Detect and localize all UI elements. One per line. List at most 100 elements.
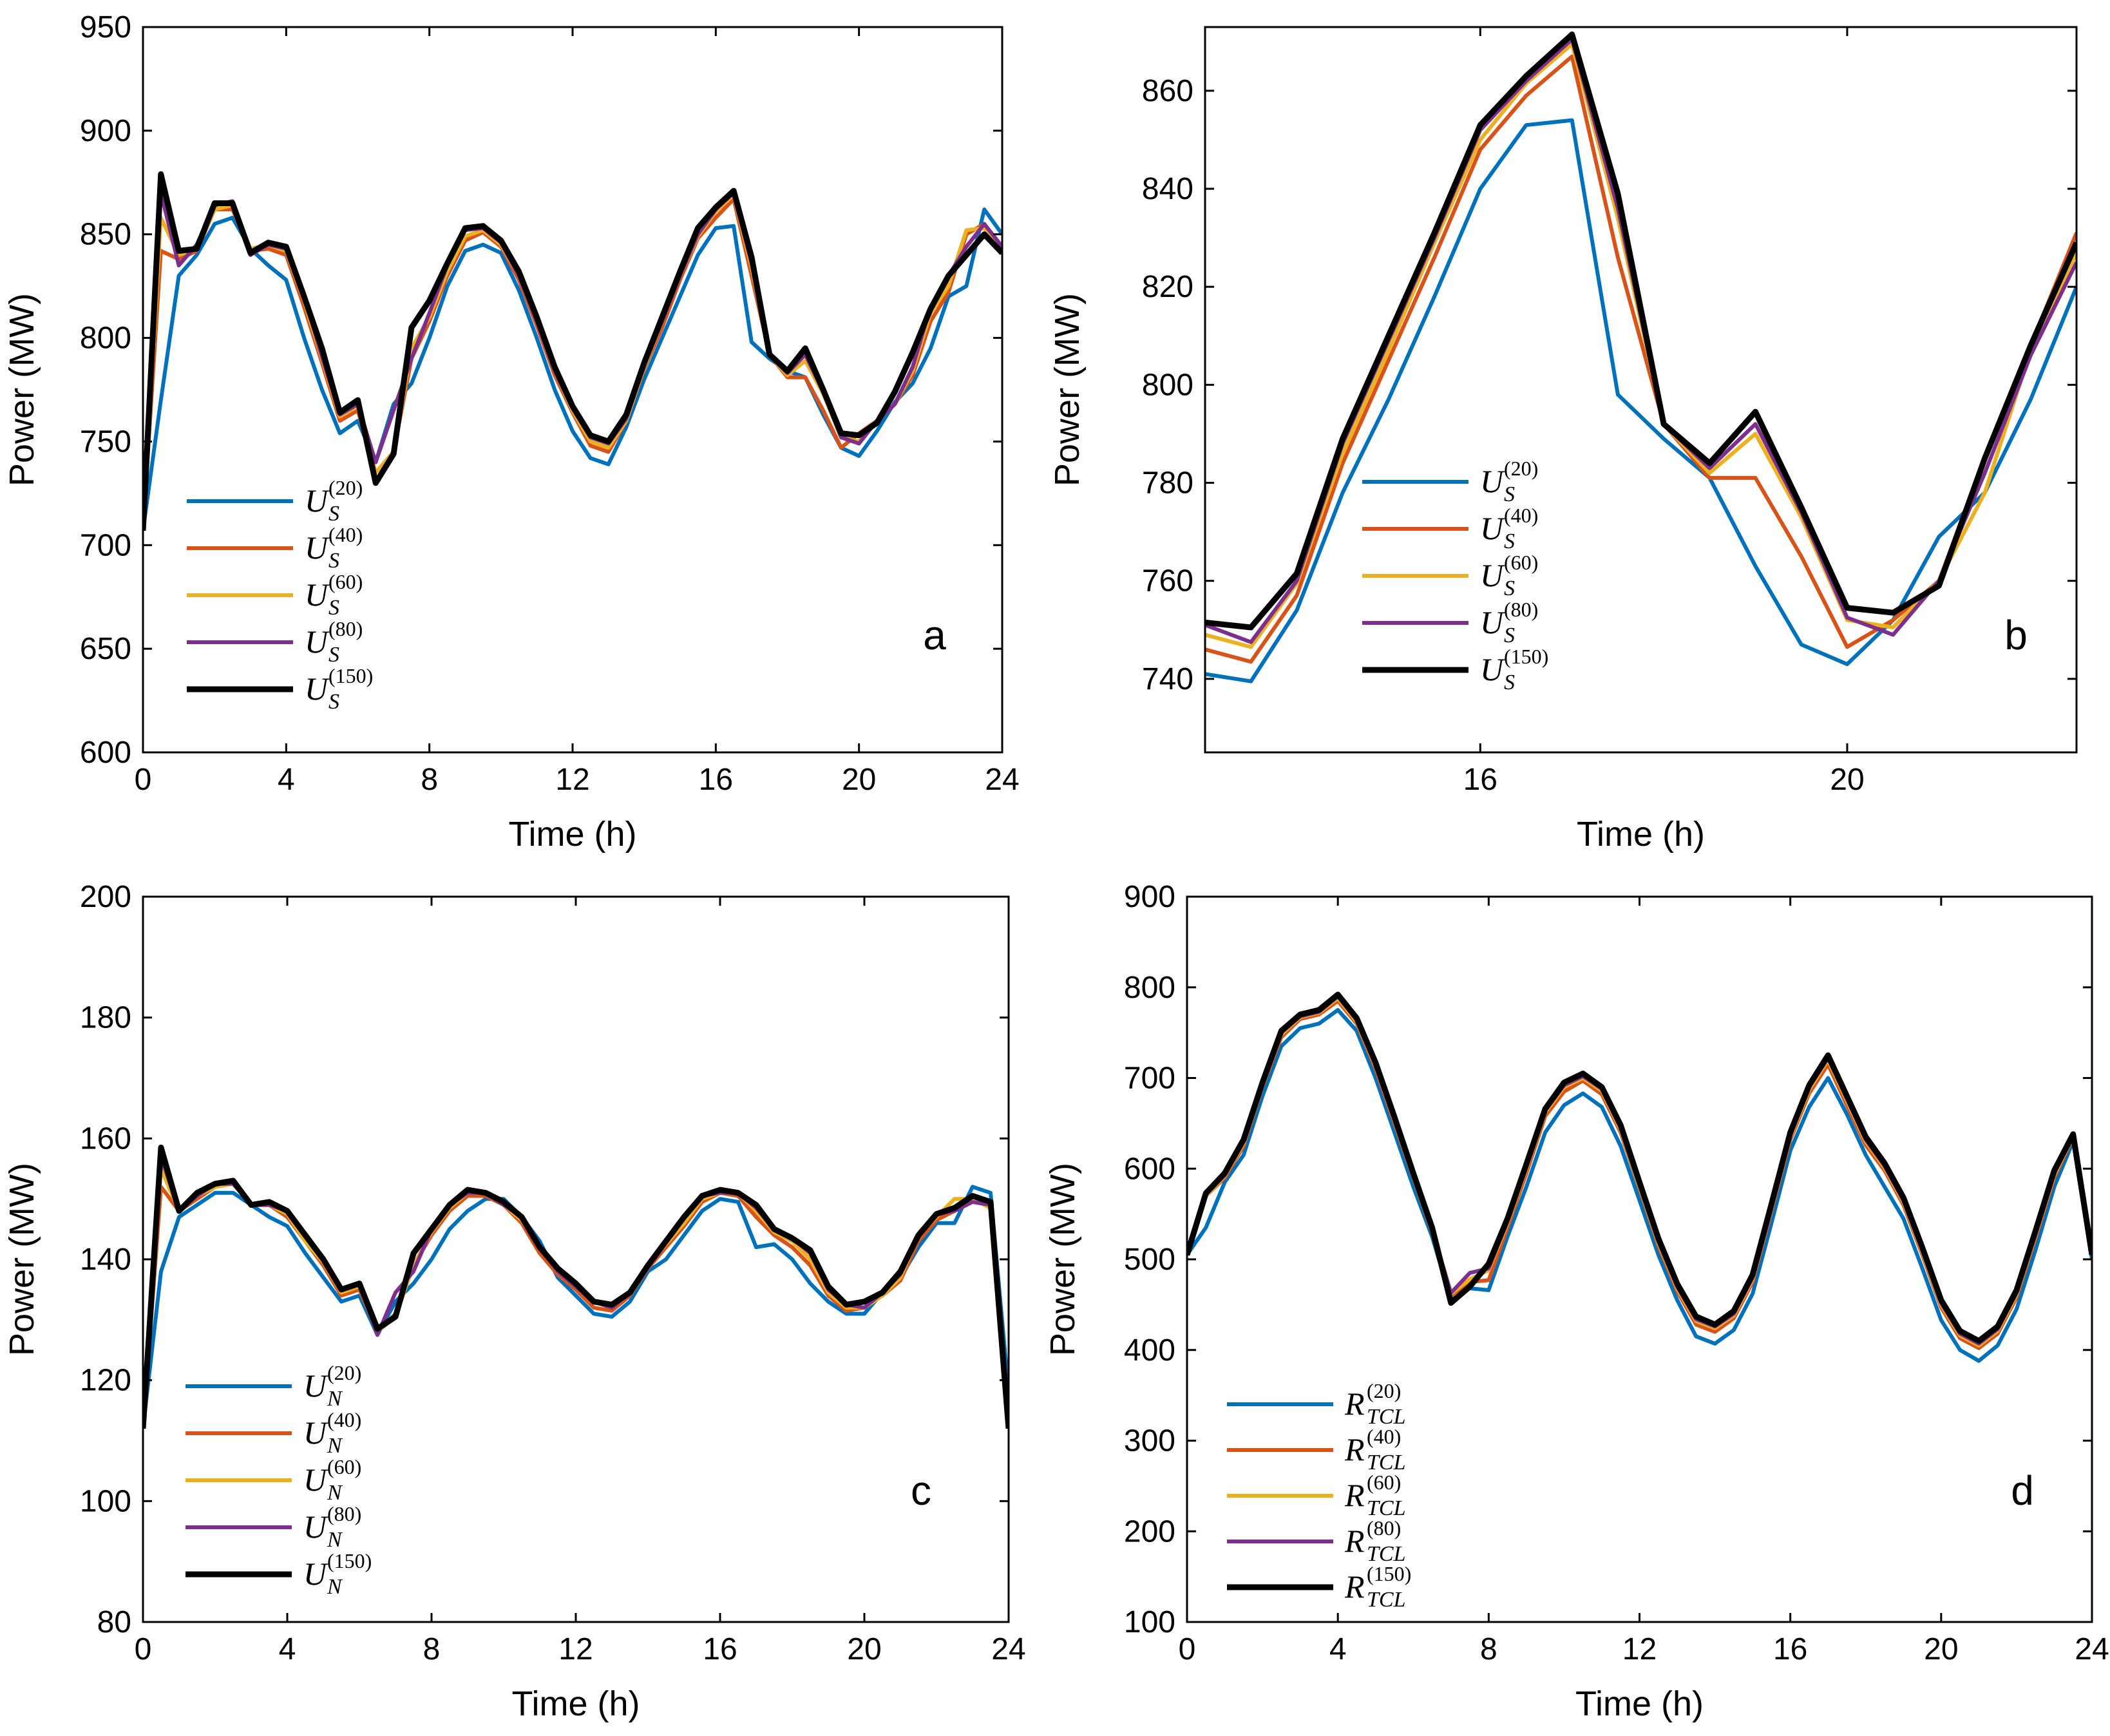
y-axis-label: Power (MW) bbox=[3, 1163, 41, 1356]
legend-symbol: U bbox=[305, 671, 330, 707]
y-tick-label: 900 bbox=[80, 114, 131, 148]
legend-superscript: (20) bbox=[328, 476, 363, 499]
legend-subscript: TCL bbox=[1367, 1588, 1406, 1612]
legend-superscript: (60) bbox=[328, 570, 363, 593]
x-axis-label: Time (h) bbox=[1575, 1684, 1704, 1723]
y-tick-label: 850 bbox=[80, 218, 131, 252]
legend-superscript: (40) bbox=[328, 523, 363, 546]
series-line-5 bbox=[143, 171, 1002, 531]
legend-superscript: (150) bbox=[328, 664, 373, 687]
y-tick-label: 80 bbox=[97, 1605, 131, 1639]
y-tick-label: 750 bbox=[80, 424, 131, 459]
legend-symbol: U bbox=[1480, 651, 1505, 687]
legend-subscript: S bbox=[328, 643, 339, 667]
legend-superscript: (60) bbox=[327, 1455, 361, 1478]
y-axis-label: Power (MW) bbox=[1048, 293, 1087, 486]
x-tick-label: 12 bbox=[558, 1632, 593, 1666]
legend: US(20)US(40)US(60)US(80)US(150) bbox=[1362, 457, 1548, 694]
axes-box bbox=[142, 895, 1010, 1623]
legend-subscript: TCL bbox=[1367, 1451, 1406, 1474]
x-tick-label: 0 bbox=[1179, 1632, 1196, 1666]
legend-symbol: U bbox=[303, 1509, 328, 1545]
legend-superscript: (20) bbox=[1367, 1379, 1401, 1402]
legend-symbol: U bbox=[303, 1415, 328, 1451]
x-tick-label: 0 bbox=[135, 763, 152, 797]
legend-entry-5: UN (150) bbox=[303, 1549, 372, 1599]
x-tick-label: 4 bbox=[278, 763, 295, 797]
y-tick-label: 200 bbox=[1124, 1514, 1175, 1549]
series-line-1 bbox=[1187, 1007, 2092, 1363]
legend-subscript: TCL bbox=[1367, 1405, 1406, 1429]
x-tick-label: 16 bbox=[1463, 763, 1497, 797]
legend-subscript: N bbox=[327, 1528, 343, 1552]
legend-symbol: U bbox=[1480, 604, 1505, 640]
panel-label: d bbox=[2011, 1467, 2034, 1514]
legend-subscript: S bbox=[328, 502, 339, 526]
legend-symbol: U bbox=[1480, 510, 1505, 546]
legend-entry-5: US (150) bbox=[1480, 645, 1548, 694]
legend-entry-5: US (150) bbox=[305, 664, 373, 714]
legend-symbol: R bbox=[1344, 1569, 1365, 1605]
x-tick-label: 12 bbox=[555, 763, 589, 797]
chart-panel-d: 0 4 8 12 16 20 24 100 200 300 400 500 600 700 800 900 Ti… bbox=[1043, 880, 2109, 1723]
legend: R TCL(20)R TCL(40)R TCL(60)R TCL(80)R TCL(150… bbox=[1227, 1379, 1411, 1612]
plot-area bbox=[143, 1144, 1009, 1429]
series-line-5 bbox=[1205, 31, 2077, 631]
y-tick-label: 160 bbox=[80, 1121, 131, 1156]
legend-superscript: (80) bbox=[1367, 1516, 1401, 1540]
y-tick-label: 120 bbox=[80, 1364, 131, 1398]
series-line-5 bbox=[1187, 991, 2092, 1344]
x-tick-label: 20 bbox=[842, 763, 876, 797]
legend-entry-5: R TCL (150) bbox=[1344, 1562, 1411, 1612]
legend-superscript: (80) bbox=[328, 617, 363, 640]
x-axis-label: Time (h) bbox=[1577, 815, 1705, 854]
legend-entry-4: US (80) bbox=[1480, 598, 1538, 647]
chart-panel-a: 0 4 8 12 16 20 24 600 650 700 750 800 850 900 950 Time … bbox=[3, 10, 1020, 854]
legend-subscript: N bbox=[327, 1434, 343, 1458]
y-tick-label: 100 bbox=[80, 1484, 131, 1518]
legend-symbol: R bbox=[1344, 1431, 1365, 1467]
y-axis-label: Power (MW) bbox=[3, 293, 41, 486]
legend-subscript: S bbox=[1504, 671, 1515, 694]
legend-subscript: S bbox=[1504, 577, 1515, 600]
legend-subscript: TCL bbox=[1367, 1542, 1406, 1566]
series-line-2 bbox=[143, 197, 1002, 531]
x-tick-label: 20 bbox=[847, 1632, 881, 1666]
x-tick-label: 16 bbox=[699, 763, 733, 797]
x-tick-label: 24 bbox=[985, 763, 1019, 797]
legend-subscript: S bbox=[328, 596, 339, 620]
x-axis-label: Time (h) bbox=[512, 1684, 640, 1723]
legend-subscript: S bbox=[1504, 624, 1515, 647]
y-tick-label: 860 bbox=[1142, 74, 1193, 108]
legend-superscript: (150) bbox=[327, 1549, 372, 1572]
y-tick-label: 140 bbox=[80, 1243, 131, 1277]
y-tick-label: 180 bbox=[80, 1001, 131, 1035]
y-tick-label: 800 bbox=[80, 321, 131, 356]
legend: US(20)US(40)US(60)US(80)US(150) bbox=[187, 476, 373, 714]
legend-entry-2: UN (40) bbox=[303, 1408, 361, 1458]
legend-entry-1: US (20) bbox=[305, 476, 363, 526]
legend-symbol: U bbox=[305, 529, 330, 566]
legend-symbol: U bbox=[305, 624, 330, 660]
y-tick-label: 300 bbox=[1124, 1424, 1175, 1458]
x-tick-label: 24 bbox=[2075, 1632, 2109, 1666]
x-tick-label: 4 bbox=[1329, 1632, 1347, 1666]
y-tick-label: 600 bbox=[1124, 1152, 1175, 1186]
series-line-1 bbox=[1205, 118, 2077, 683]
legend-symbol: U bbox=[303, 1462, 328, 1498]
legend-superscript: (150) bbox=[1504, 645, 1548, 668]
legend-superscript: (20) bbox=[327, 1361, 361, 1384]
x-tick-label: 8 bbox=[1480, 1632, 1497, 1666]
y-tick-label: 760 bbox=[1142, 564, 1193, 598]
x-tick-label: 20 bbox=[1830, 763, 1864, 797]
legend-symbol: R bbox=[1344, 1523, 1365, 1559]
legend: UN(20)UN(40)UN(60)UN(80)UN(150) bbox=[185, 1361, 372, 1599]
legend-subscript: S bbox=[1504, 529, 1515, 553]
legend-superscript: (80) bbox=[327, 1502, 361, 1525]
legend-superscript: (60) bbox=[1504, 551, 1538, 574]
series-line-3 bbox=[1187, 996, 2092, 1348]
legend-superscript: (60) bbox=[1367, 1471, 1401, 1494]
legend-entry-3: US (60) bbox=[305, 570, 363, 620]
plot-area bbox=[143, 171, 1002, 531]
